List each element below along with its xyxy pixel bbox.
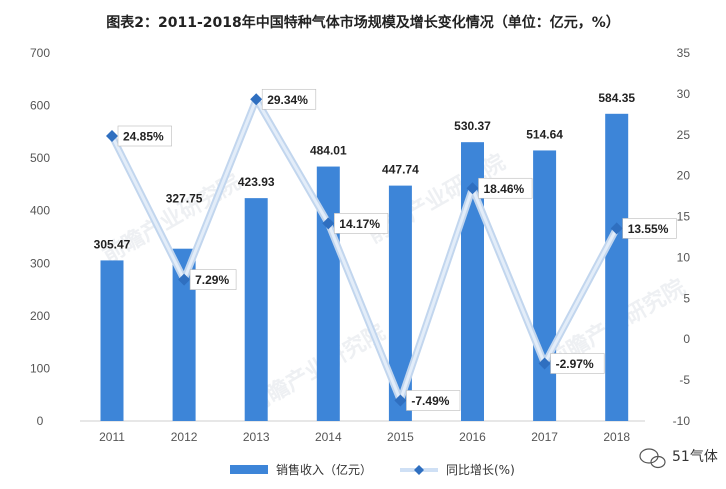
bar [533, 150, 557, 421]
bar-value-label: 447.74 [382, 163, 419, 177]
bar-value-label: 484.01 [310, 144, 347, 158]
right-tick-label: 5 [683, 291, 690, 305]
bar-value-label: 423.93 [238, 175, 275, 189]
right-tick-label: -10 [673, 414, 691, 428]
x-tick-label: 2015 [387, 430, 414, 444]
line-marker [106, 130, 118, 143]
x-tick-label: 2017 [531, 430, 558, 444]
bar-value-label: 530.37 [454, 119, 491, 133]
legend-bar-swatch [230, 465, 268, 474]
right-axis: -10 -5 0 5 10 15 20 25 30 35 [673, 46, 691, 428]
right-tick-label: 30 [677, 87, 691, 101]
bar-value-label: 514.64 [526, 127, 563, 141]
right-tick-label: 0 [683, 332, 690, 346]
left-tick-label: 600 [30, 99, 50, 113]
line-series [106, 93, 623, 407]
line-marker [250, 93, 263, 106]
left-tick-label: 0 [37, 414, 44, 428]
right-tick-label: -5 [679, 373, 690, 387]
line-value-label: -2.97% [556, 357, 594, 371]
x-axis: 2011 2012 2013 2014 2015 2016 2017 2018 [99, 430, 630, 444]
line-value-label: 24.85% [123, 130, 164, 144]
x-tick-label: 2016 [459, 430, 486, 444]
left-tick-label: 300 [30, 256, 50, 270]
right-tick-label: 15 [677, 210, 691, 224]
x-tick-label: 2012 [171, 430, 198, 444]
x-tick-label: 2014 [315, 430, 342, 444]
bar [605, 113, 629, 421]
chart-title: 图表2：2011-2018年中国特种气体市场规模及增长变化情况（单位：亿元，%） [106, 14, 620, 31]
line-value-label: 13.55% [628, 222, 669, 236]
legend-line-marker [414, 465, 424, 475]
line-marker [610, 222, 623, 235]
left-tick-label: 100 [30, 361, 50, 375]
left-tick-label: 700 [30, 46, 50, 60]
bar [172, 248, 196, 421]
x-tick-label: 2018 [603, 430, 630, 444]
left-axis: 0 100 200 300 400 500 600 700 [30, 46, 50, 428]
line-value-label: 14.17% [339, 217, 380, 231]
left-tick-label: 200 [30, 309, 50, 323]
line-label-box [189, 269, 237, 290]
line-marker [538, 357, 551, 370]
bar [388, 185, 412, 421]
line-label-box [333, 213, 389, 234]
line-label-box [622, 218, 677, 239]
bar-value-label: 305.47 [94, 237, 131, 251]
line-marker [466, 182, 479, 195]
right-tick-label: 25 [677, 128, 691, 142]
right-tick-label: 20 [677, 169, 691, 183]
line-label-box [406, 390, 461, 411]
line-value-label: 29.34% [267, 93, 308, 107]
line-label-box [117, 125, 172, 147]
left-tick-label: 400 [30, 204, 50, 218]
right-tick-label: 35 [677, 46, 691, 60]
bar-value-label: 327.75 [166, 192, 203, 206]
line-path [110, 97, 619, 402]
legend-line-label: 同比增长(%) [446, 463, 515, 477]
legend-bar-label: 销售收入（亿元） [276, 462, 372, 477]
wechat-icon [639, 448, 666, 469]
data-labels: 305.47 327.75 423.93 484.01 447.74 530.37 514.… [94, 88, 677, 411]
line-value-label: 18.46% [484, 182, 525, 196]
x-tick-label: 2013 [243, 430, 270, 444]
bar [244, 198, 268, 421]
line-label-box [261, 88, 317, 110]
bar-series [100, 113, 629, 421]
line-value-label: -7.49% [411, 394, 449, 408]
line-label-box [550, 353, 605, 374]
badge-text: 51气体 [672, 449, 718, 465]
left-tick-label: 500 [30, 151, 50, 165]
line-marker [394, 394, 407, 407]
bar [100, 260, 124, 421]
bar-value-label: 584.35 [598, 91, 635, 105]
right-tick-label: 10 [677, 250, 691, 264]
legend: 销售收入（亿元） 同比增长(%) [230, 462, 515, 477]
line-marker [322, 217, 335, 230]
source-badge: 51气体 [639, 448, 718, 469]
line-value-label: 7.29% [195, 273, 229, 287]
line-label-box [478, 177, 533, 199]
line-marker [178, 273, 191, 286]
x-tick-label: 2011 [99, 430, 125, 444]
